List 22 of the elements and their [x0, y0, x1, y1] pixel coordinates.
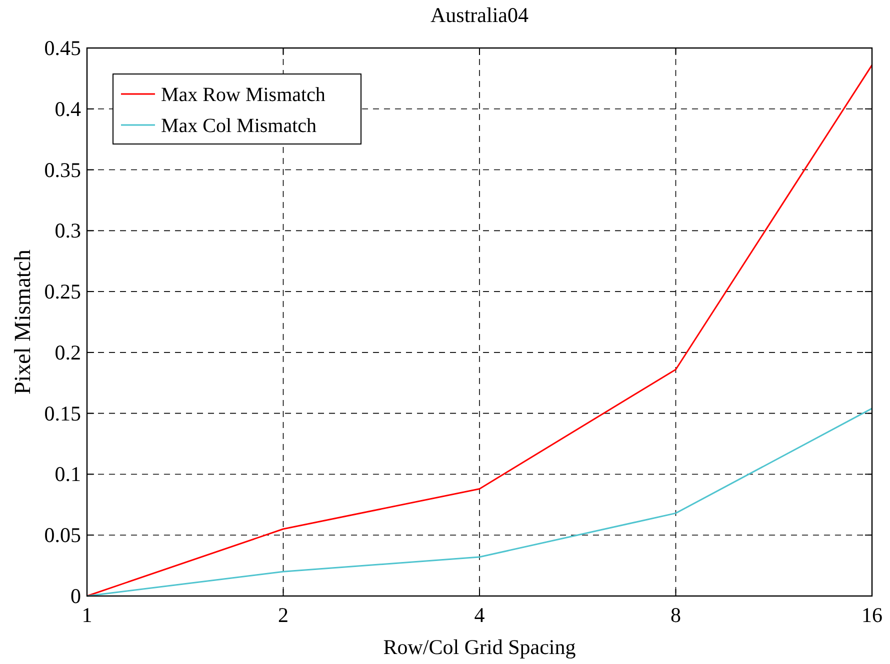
y-tick-label: 0.45 [44, 36, 81, 60]
y-tick-label: 0.2 [54, 340, 81, 364]
chart-title: Australia04 [430, 3, 529, 27]
line-series [86, 408, 873, 597]
line-series [86, 64, 873, 597]
x-tick-label: 16 [862, 603, 882, 627]
y-tick-label: 0.35 [44, 158, 81, 182]
legend-label: Max Col Mismatch [161, 115, 317, 137]
y-tick-label: 0.3 [54, 218, 81, 243]
x-tick-label: 8 [670, 603, 681, 627]
y-tick-label: 0.05 [44, 523, 81, 548]
y-tick-label: 0.15 [44, 401, 81, 426]
x-tick-label: 4 [474, 603, 486, 627]
y-tick-label: 0.1 [54, 462, 81, 486]
y-axis-title: Pixel Mismatch [10, 248, 35, 395]
y-tick-label: 0.4 [54, 96, 82, 121]
x-tick-label: 2 [278, 603, 288, 627]
y-tick-label: 0.25 [44, 280, 81, 304]
x-tick-label: 1 [82, 603, 92, 627]
x-axis-title: Row/Col Grid Spacing [383, 635, 576, 659]
legend-label: Max Row Mismatch [161, 84, 326, 106]
y-tick-label: 0 [70, 584, 81, 608]
